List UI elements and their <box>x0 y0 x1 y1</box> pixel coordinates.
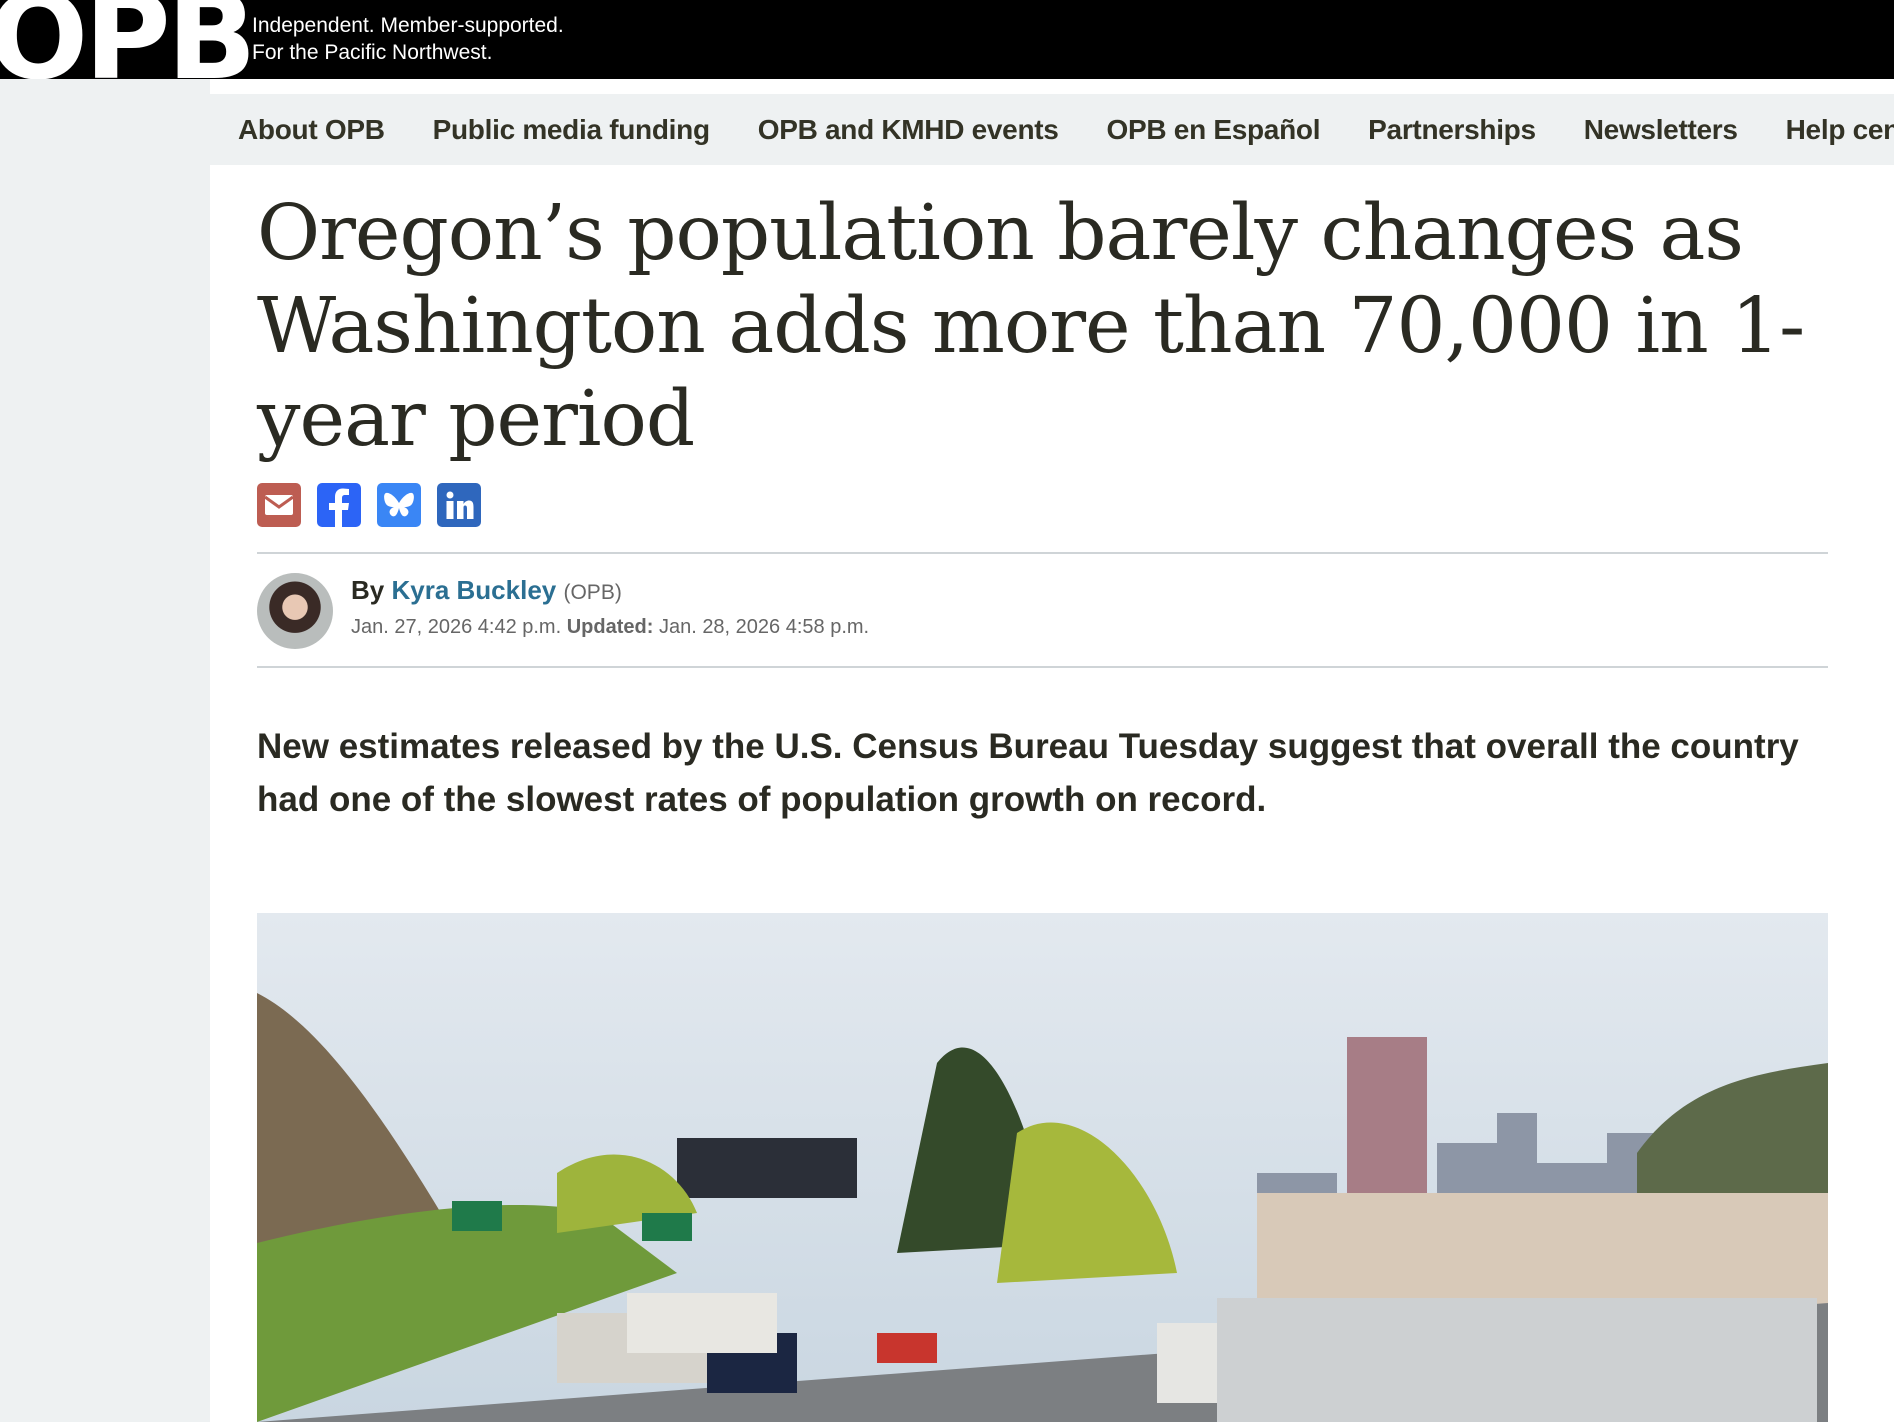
updated-date: Jan. 28, 2026 4:58 p.m. <box>658 616 870 638</box>
byline-prefix: By <box>351 575 385 605</box>
nav-newsletters[interactable]: Newsletters <box>1583 113 1738 145</box>
email-share-button[interactable] <box>257 483 301 527</box>
article: Oregon’s population barely changes as Wa… <box>210 165 1894 1422</box>
nav-opb-kmhd-events[interactable]: OPB and KMHD events <box>757 113 1059 145</box>
byline: By Kyra Buckley (OPB) <box>351 575 622 606</box>
nav-about-opb[interactable]: About OPB <box>238 113 385 145</box>
updated-label: Updated: <box>566 616 654 638</box>
facebook-share-button[interactable] <box>317 483 361 527</box>
article-title: Oregon’s population barely changes as Wa… <box>257 189 1805 464</box>
author-link[interactable]: Kyra Buckley <box>391 575 557 605</box>
author-organization: (OPB) <box>563 581 622 604</box>
freeway-cityscape-image <box>257 913 1828 1422</box>
divider-top <box>257 552 1828 554</box>
nav-partnerships[interactable]: Partnerships <box>1368 113 1536 145</box>
nav-opb-en-espanol[interactable]: OPB en Español <box>1106 113 1321 145</box>
tagline-line-2: For the Pacific Northwest. <box>252 41 493 64</box>
facebook-icon <box>329 488 349 527</box>
tagline-line-1: Independent. Member-supported. <box>252 14 564 37</box>
header-divider <box>210 79 1894 94</box>
site-header: OPB Independent. Member-supported. For t… <box>0 0 1894 79</box>
article-dates: Jan. 27, 2026 4:42 p.m. Updated: Jan. 28… <box>351 616 869 639</box>
email-icon <box>264 495 294 515</box>
nav-help-center[interactable]: Help center <box>1785 113 1894 145</box>
divider-bottom <box>257 666 1828 668</box>
linkedin-share-button[interactable] <box>437 483 481 527</box>
opb-logo[interactable]: OPB <box>0 0 257 79</box>
main-nav: About OPB Public media funding OPB and K… <box>238 94 1894 165</box>
author-avatar[interactable] <box>257 573 333 649</box>
share-bar <box>257 483 481 527</box>
article-lede: New estimates released by the U.S. Censu… <box>257 727 1799 819</box>
tagline: Independent. Member-supported. For the P… <box>252 12 564 66</box>
published-date: Jan. 27, 2026 4:42 p.m. <box>351 616 562 638</box>
linkedin-icon <box>446 491 474 519</box>
hero-photo[interactable] <box>257 913 1828 1422</box>
bluesky-icon <box>384 492 414 517</box>
nav-public-media-funding[interactable]: Public media funding <box>432 113 710 145</box>
bluesky-share-button[interactable] <box>377 483 421 527</box>
